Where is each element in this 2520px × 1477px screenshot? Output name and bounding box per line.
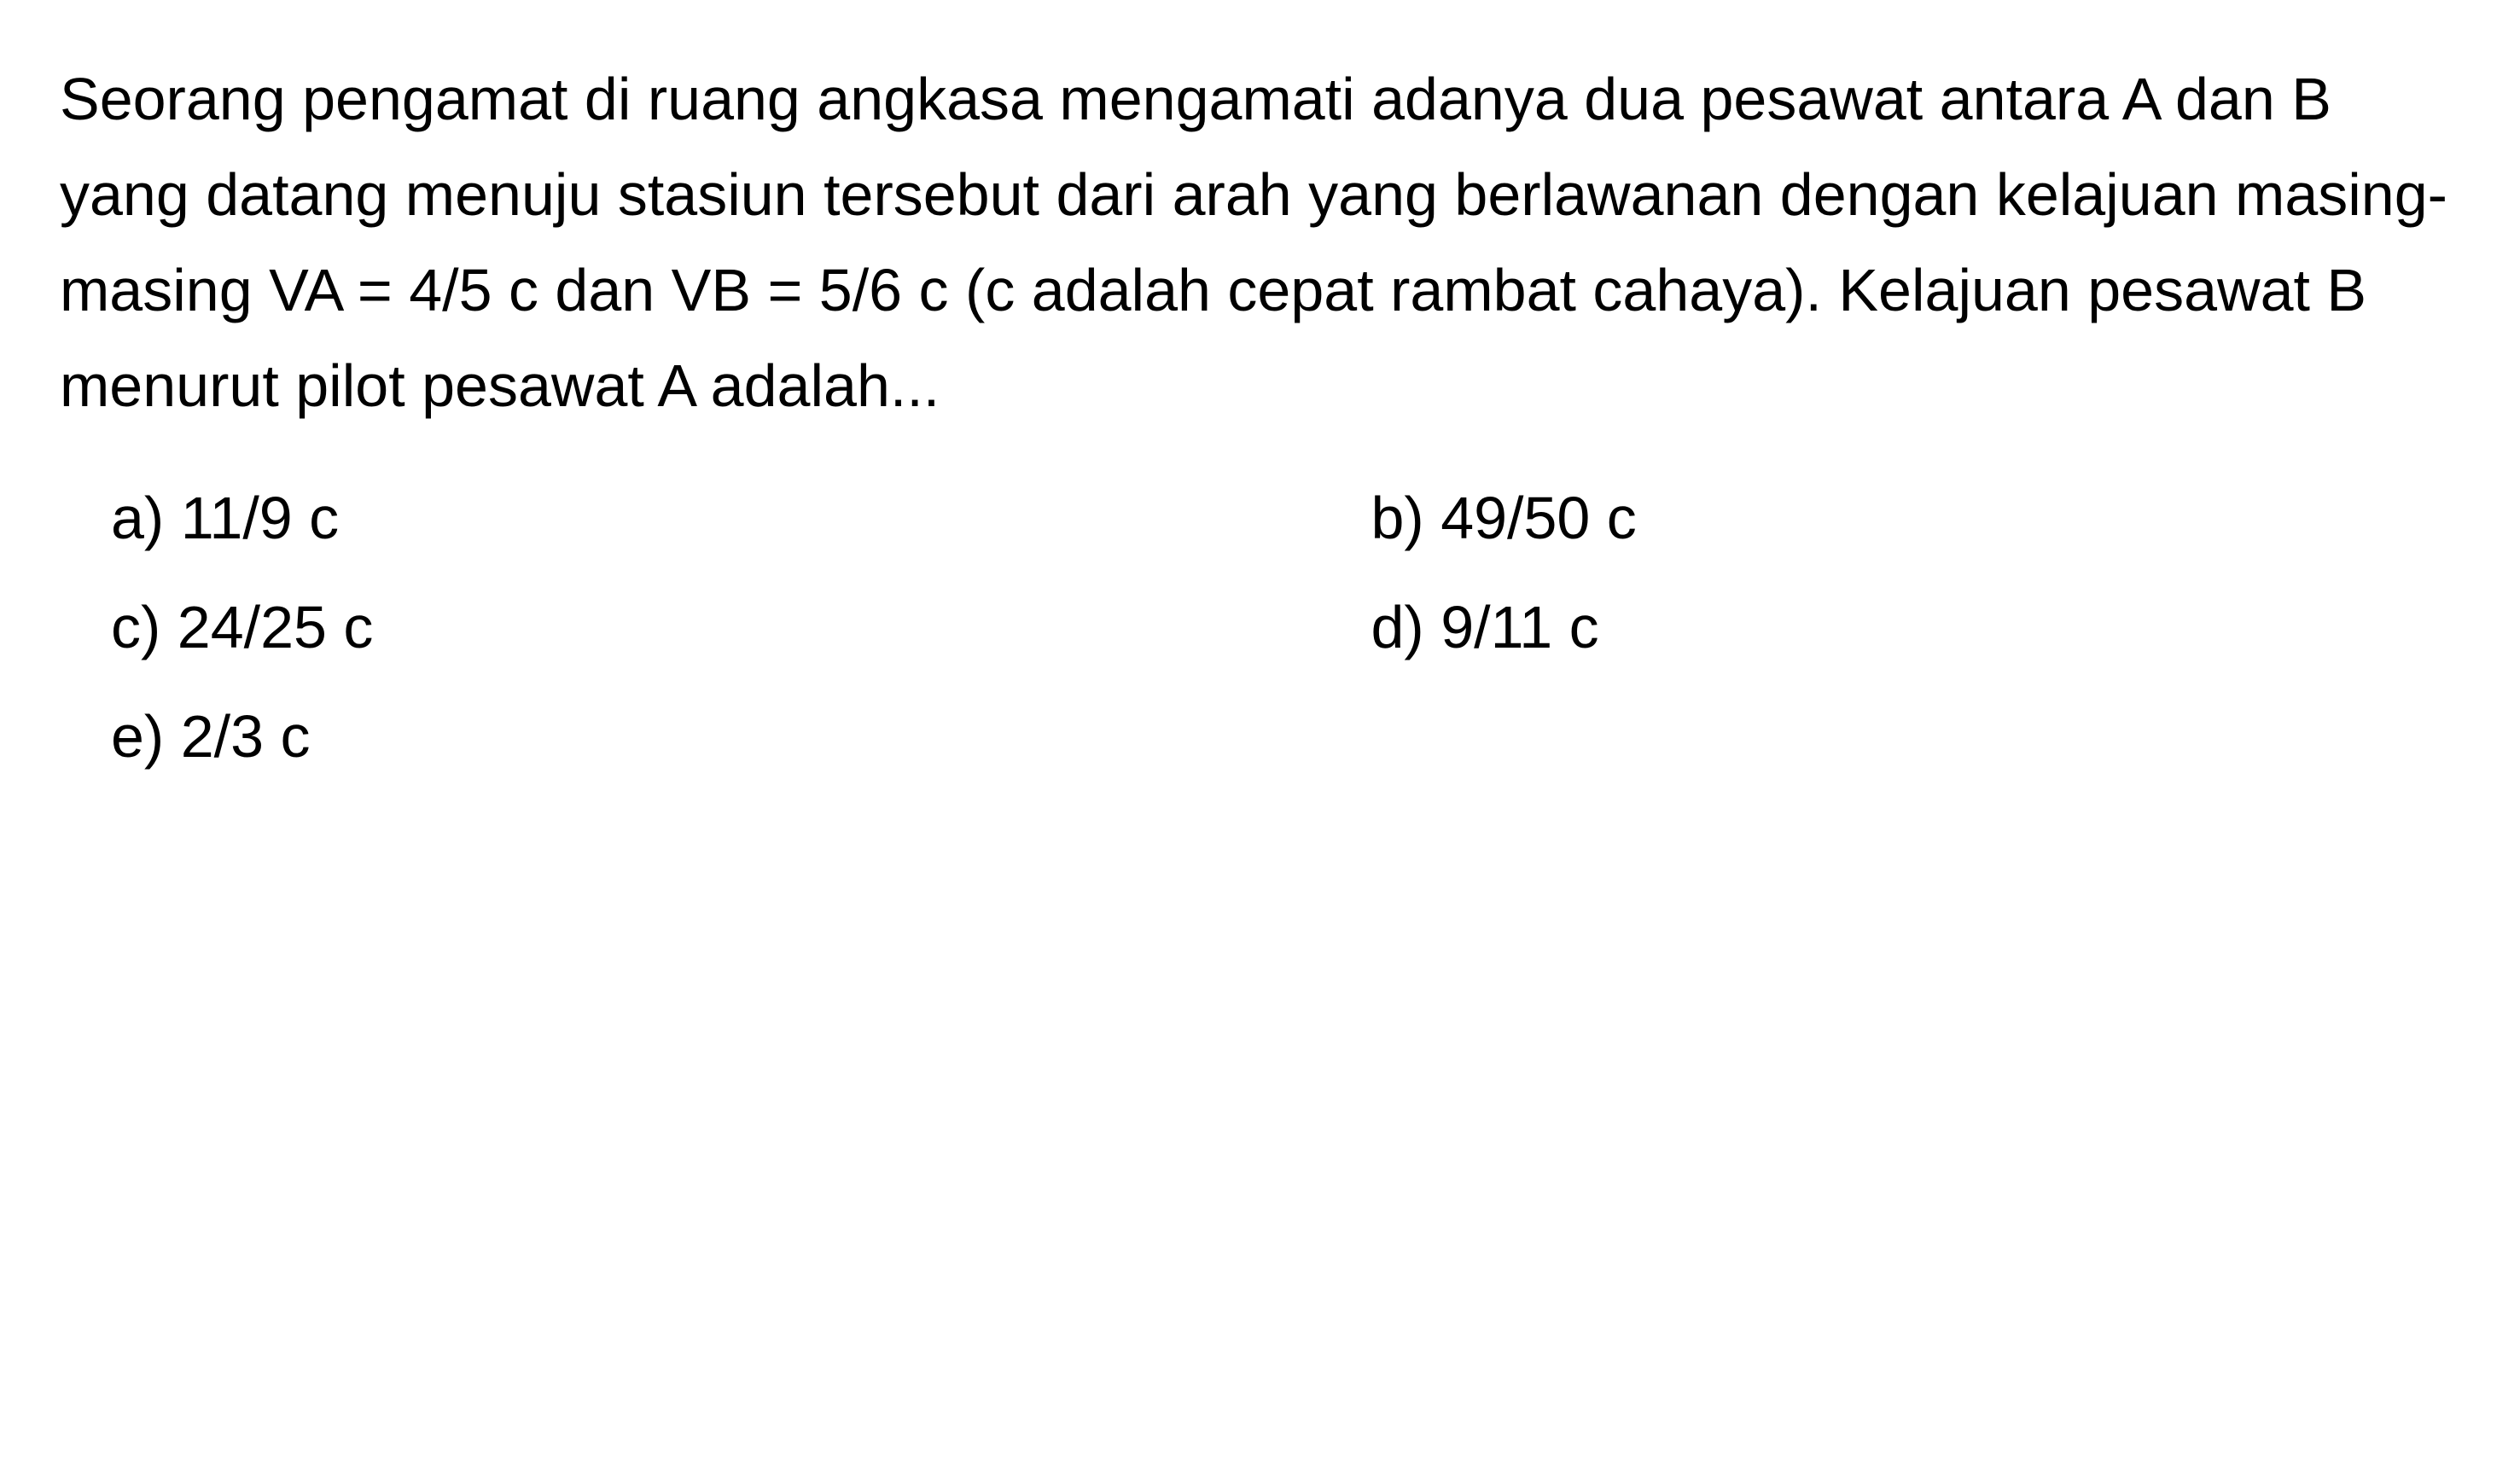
option-b[interactable]: b) 49/50 c	[1371, 476, 2461, 560]
options-container: a) 11/9 c b) 49/50 c c) 24/25 c d) 9/11 …	[60, 476, 2460, 778]
option-e[interactable]: e) 2/3 c	[111, 695, 1201, 778]
option-c[interactable]: c) 24/25 c	[111, 585, 1201, 669]
option-d[interactable]: d) 9/11 c	[1371, 585, 2461, 669]
question-text: Seorang pengamat di ruang angkasa mengam…	[60, 51, 2460, 433]
option-a[interactable]: a) 11/9 c	[111, 476, 1201, 560]
